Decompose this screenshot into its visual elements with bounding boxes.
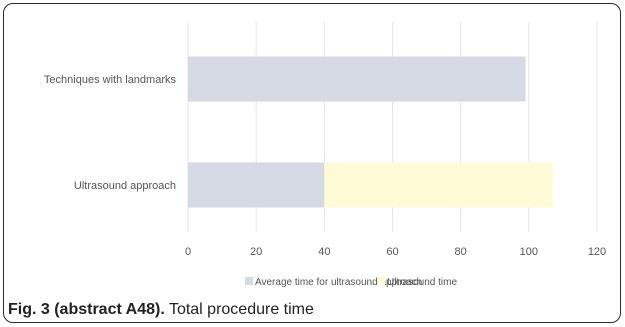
category-label: Techniques with landmarks (44, 74, 177, 86)
x-tick-label: 20 (250, 246, 262, 258)
chart: Techniques with landmarks Ultrasound appr… (44, 22, 606, 288)
legend-swatch (245, 277, 253, 285)
x-tick-label: 40 (318, 246, 330, 258)
legend-swatch (377, 277, 385, 285)
legend: Average time for ultrasound approachUltr… (245, 277, 457, 288)
legend-label: Average time for ultrasound approach (255, 277, 422, 288)
y-axis-labels: Techniques with landmarks Ultrasound appr… (44, 74, 177, 192)
bar-segment (188, 162, 325, 208)
figure-frame (3, 3, 621, 323)
caption-text: Total procedure time (168, 301, 314, 318)
x-tick-label: 120 (588, 246, 606, 258)
caption-label: Fig. 3 (abstract A48). (8, 301, 165, 318)
x-tick-label: 60 (386, 246, 398, 258)
legend-label: Ultrasound time (387, 277, 457, 288)
bars (188, 56, 553, 208)
x-tick-label: 80 (455, 246, 467, 258)
x-tick-label: 0 (185, 246, 191, 258)
bar-segment (188, 56, 526, 102)
bar-segment (324, 162, 553, 208)
x-axis-ticks: 0 20 40 60 80 100 120 (185, 246, 606, 258)
x-tick-label: 100 (520, 246, 538, 258)
figure-caption: Fig. 3 (abstract A48). Total procedure t… (8, 301, 314, 319)
category-label: Ultrasound approach (74, 180, 176, 192)
